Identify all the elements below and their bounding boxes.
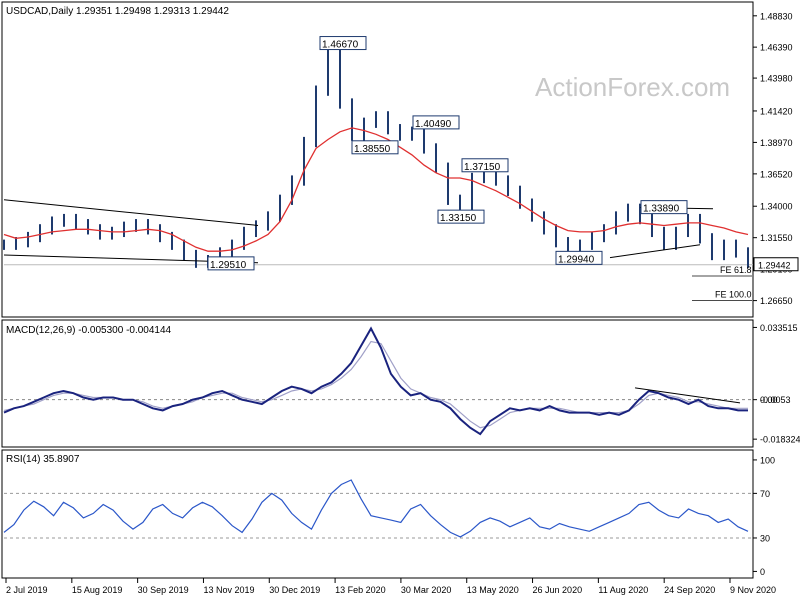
price-annotation-box: [640, 200, 688, 215]
price-tick-label: 1.41420: [760, 106, 793, 116]
rsi-tick-label: 30: [760, 533, 770, 543]
x-tick-label: 26 Jun 2020: [533, 585, 583, 595]
price-annotation-box: [555, 250, 603, 265]
price-annotation-box: [207, 256, 255, 271]
x-tick-label: 9 Nov 2020: [730, 585, 776, 595]
rsi-series: [3, 479, 749, 538]
price-tick-label: 1.34000: [760, 202, 793, 212]
x-tick-label: 13 Nov 2019: [203, 585, 254, 595]
rsi-line: [3, 479, 749, 538]
macd-panel: MACD(12,26,9) -0.005300 -0.004144 0.0335…: [1, 319, 800, 448]
price-annotation-box: [319, 36, 367, 51]
moving-average-line: [3, 127, 749, 252]
x-tick-label: 13 May 2020: [467, 585, 519, 595]
rsi-axis: 100 70 30 0: [4, 455, 775, 577]
fe-level-label: FE 61.8: [720, 265, 752, 275]
current-price-box: [753, 257, 799, 272]
x-tick-label: 24 Sep 2020: [664, 585, 715, 595]
watermark: ActionForex.com: [535, 72, 730, 102]
macd-series: -0.0053: [3, 326, 791, 436]
rising-trendline: [609, 244, 701, 259]
x-tick-label: 2 Jul 2019: [6, 585, 48, 595]
price-annotation-box: [461, 158, 509, 173]
macd-current-label: -0.0053: [760, 395, 791, 405]
rsi-panel-frame: [1, 449, 754, 579]
x-axis: 2 Jul 2019 15 Aug 2019 30 Sep 2019 13 Nov 2…: [5, 578, 776, 595]
rsi-tick-label: 70: [760, 489, 770, 499]
price-tick-label: 1.31550: [760, 233, 793, 243]
x-tick-label: 30 Sep 2019: [138, 585, 189, 595]
price-annotation-label: 1.33150: [440, 213, 477, 224]
macd-tick-label: 0.033515: [760, 323, 798, 333]
price-annotation-box: [351, 140, 399, 155]
x-tick-label: 30 Mar 2020: [401, 585, 452, 595]
price-tick-label: 1.36520: [760, 169, 793, 179]
price-axis: 1.48830 1.46390 1.43980 1.41420 1.38970 1.365…: [4, 11, 799, 306]
macd-axis: 0.033515 0.00 -0.018324: [4, 323, 800, 445]
macd-trendline: [634, 387, 741, 404]
x-tick-label: 15 Aug 2019: [72, 585, 123, 595]
price-annotation-label: 1.46670: [322, 40, 359, 51]
price-panel-frame: [1, 1, 754, 318]
x-tick-label: 11 Aug 2020: [598, 585, 648, 595]
price-annotation-box: [412, 115, 460, 130]
rsi-tick-label: 0: [760, 567, 765, 577]
rsi-title: RSI(14) 35.8907: [6, 454, 80, 465]
price-annotation-label: 1.33890: [643, 204, 680, 215]
macd-tick-label: -0.018324: [760, 435, 800, 445]
chart-title: USDCAD,Daily 1.29351 1.29498 1.29313 1.2…: [6, 6, 229, 17]
price-annotation-box: [437, 209, 485, 224]
price-series: [3, 39, 749, 268]
price-annotation-label: 1.38550: [354, 144, 391, 155]
price-annotation-label: 1.37150: [464, 162, 501, 173]
rsi-panel: RSI(14) 35.8907 100 70 30 0: [1, 449, 775, 579]
price-annotation-label: 1.29940: [558, 254, 595, 265]
current-price-label: 1.29442: [758, 261, 791, 271]
price-annotation-label: 1.40490: [415, 119, 452, 130]
macd-line: [3, 326, 748, 436]
x-tick-label: 13 Feb 2020: [335, 585, 386, 595]
price-tick-label: 1.46390: [760, 43, 793, 53]
price-annotation-label: 1.29510: [210, 260, 247, 271]
price-annotations: 1.46670 1.38550 1.40490 1.37150 1.33150 1.295…: [207, 36, 752, 301]
macd-title: MACD(12,26,9) -0.005300 -0.004144: [6, 325, 172, 336]
upper-trendline: [3, 199, 259, 226]
price-tick-label: 1.38970: [760, 138, 793, 148]
fe-level-label: FE 100.0: [715, 289, 752, 299]
x-tick-label: 30 Dec 2019: [269, 585, 320, 595]
price-tick-label: 1.26650: [760, 296, 793, 306]
price-tick-label: 1.43980: [760, 74, 793, 84]
rsi-tick-label: 100: [760, 455, 775, 465]
macd-tick-label: 0.00: [760, 395, 778, 405]
price-tick-label: 1.48830: [760, 11, 793, 21]
